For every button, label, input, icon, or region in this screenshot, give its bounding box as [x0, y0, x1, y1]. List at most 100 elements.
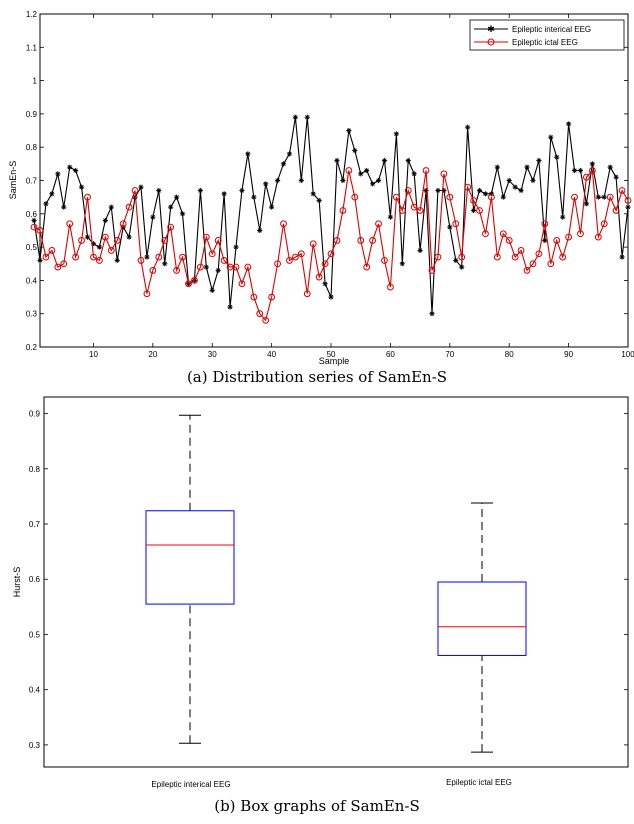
- data-point-ictal: [268, 293, 276, 301]
- data-point-interical: [358, 171, 364, 177]
- data-point-interical: [542, 237, 548, 244]
- data-point-ictal: [618, 187, 626, 194]
- y-tick-label: 0.4: [26, 276, 38, 285]
- data-point-ictal: [220, 257, 228, 264]
- data-point-interical: [340, 177, 346, 184]
- box-category-label-2: Epileptic ictal EEG: [446, 778, 512, 787]
- legend: ✱ Epileptic interical EEG Epileptic icta…: [469, 19, 625, 51]
- data-point-ictal: [303, 290, 311, 298]
- caption-b: (b) Box graphs of SamEn-S: [214, 797, 420, 815]
- box-interical: [145, 510, 235, 605]
- data-point-ictal: [487, 193, 495, 201]
- y-tick-label: 0.2: [26, 343, 38, 352]
- y-tick-label: 0.7: [29, 520, 41, 529]
- data-point-interical: [31, 217, 37, 224]
- data-point-ictal: [113, 237, 121, 244]
- data-point-interical: [435, 187, 441, 194]
- data-point-ictal: [78, 237, 85, 244]
- data-point-interical: [304, 114, 310, 120]
- y-tick-label: 0.3: [26, 310, 38, 319]
- data-point-interical: [316, 197, 322, 204]
- data-point-ictal: [256, 310, 264, 318]
- x-tick-label: 30: [208, 350, 217, 359]
- data-point-ictal: [161, 237, 169, 244]
- data-point-interical: [168, 204, 174, 210]
- data-point-ictal: [434, 253, 442, 261]
- data-point-ictal: [624, 197, 632, 204]
- box-ictal: [437, 581, 527, 656]
- data-point-ictal: [48, 247, 56, 254]
- data-point-ictal: [95, 257, 103, 264]
- data-point-ictal: [238, 280, 246, 288]
- y-tick-label: 0.4: [29, 686, 41, 695]
- data-point-ictal: [446, 193, 454, 201]
- data-point-interical: [405, 157, 411, 164]
- data-point-ictal: [60, 260, 68, 268]
- data-point-ictal: [179, 253, 186, 261]
- line-chart-x-ticks: 10 20 30 40 50 60 70 80 90 100: [89, 14, 634, 359]
- data-point-interical: [387, 214, 394, 220]
- data-point-interical: [215, 267, 221, 274]
- box-chart-boxes: [145, 414, 527, 753]
- x-tick-label: 80: [505, 350, 514, 359]
- data-point-ictal: [191, 277, 198, 284]
- data-point-ictal: [119, 220, 127, 228]
- data-point-ictal: [594, 233, 602, 241]
- data-point-ictal: [66, 220, 74, 228]
- data-point-interical: [530, 177, 536, 184]
- data-point-interical: [364, 167, 370, 174]
- data-point-interical: [577, 167, 584, 174]
- data-point-interical: [613, 174, 619, 180]
- data-point-ictal: [588, 167, 596, 174]
- data-point-interical: [245, 151, 251, 157]
- data-point-interical: [524, 164, 530, 170]
- data-point-ictal: [333, 237, 341, 244]
- data-point-ictal: [84, 193, 91, 201]
- data-point-ictal: [428, 267, 436, 274]
- data-point-interical: [465, 124, 471, 130]
- data-point-ictal: [452, 220, 460, 228]
- data-point-interical: [607, 164, 613, 170]
- y-tick-label: 0.5: [26, 243, 38, 252]
- data-point-ictal: [90, 253, 97, 261]
- data-point-interical: [102, 217, 108, 224]
- data-point-ictal: [309, 240, 317, 248]
- data-point-interical: [108, 204, 114, 210]
- data-point-ictal: [351, 193, 359, 201]
- data-point-ictal: [458, 253, 466, 261]
- box-chart-y-ticks: 0.3 0.4 0.5 0.6 0.7 0.8 0.9: [29, 410, 628, 750]
- data-point-ictal: [369, 237, 377, 244]
- data-point-interical: [251, 194, 257, 200]
- legend-series-2-marker: [487, 38, 495, 46]
- data-point-interical: [595, 194, 601, 200]
- data-point-ictal: [398, 207, 406, 214]
- data-point-interical: [417, 247, 423, 254]
- data-point-ictal: [606, 193, 614, 201]
- data-point-ictal: [553, 237, 561, 244]
- data-point-ictal: [327, 250, 335, 258]
- data-point-interical: [548, 134, 554, 140]
- y-tick-label: 1.2: [26, 10, 38, 19]
- data-point-ictal: [505, 237, 513, 244]
- data-point-interical: [292, 114, 298, 120]
- data-point-interical: [49, 191, 55, 197]
- data-point-interical: [571, 167, 578, 174]
- data-point-ictal: [464, 183, 472, 191]
- data-point-ictal: [523, 267, 531, 274]
- data-point-ictal: [422, 167, 430, 174]
- line-chart-y-axis-label: SamEn-S: [8, 161, 18, 200]
- data-point-interical: [203, 264, 209, 270]
- data-point-interical: [601, 194, 607, 200]
- data-point-interical: [566, 121, 572, 127]
- data-point-interical: [506, 177, 512, 184]
- data-point-interical: [179, 211, 186, 217]
- data-point-interical: [352, 147, 358, 154]
- data-point-interical: [138, 184, 144, 190]
- legend-box: [469, 19, 625, 51]
- box-chart-plot-area: [43, 396, 629, 768]
- legend-series-1-marker: ✱: [487, 24, 495, 34]
- box-chart: 0.3 0.4 0.5 0.6 0.7 0.8 0.9 Epileptic interica…: [12, 396, 629, 789]
- data-point-ictal: [107, 247, 115, 254]
- data-point-ictal: [357, 237, 365, 244]
